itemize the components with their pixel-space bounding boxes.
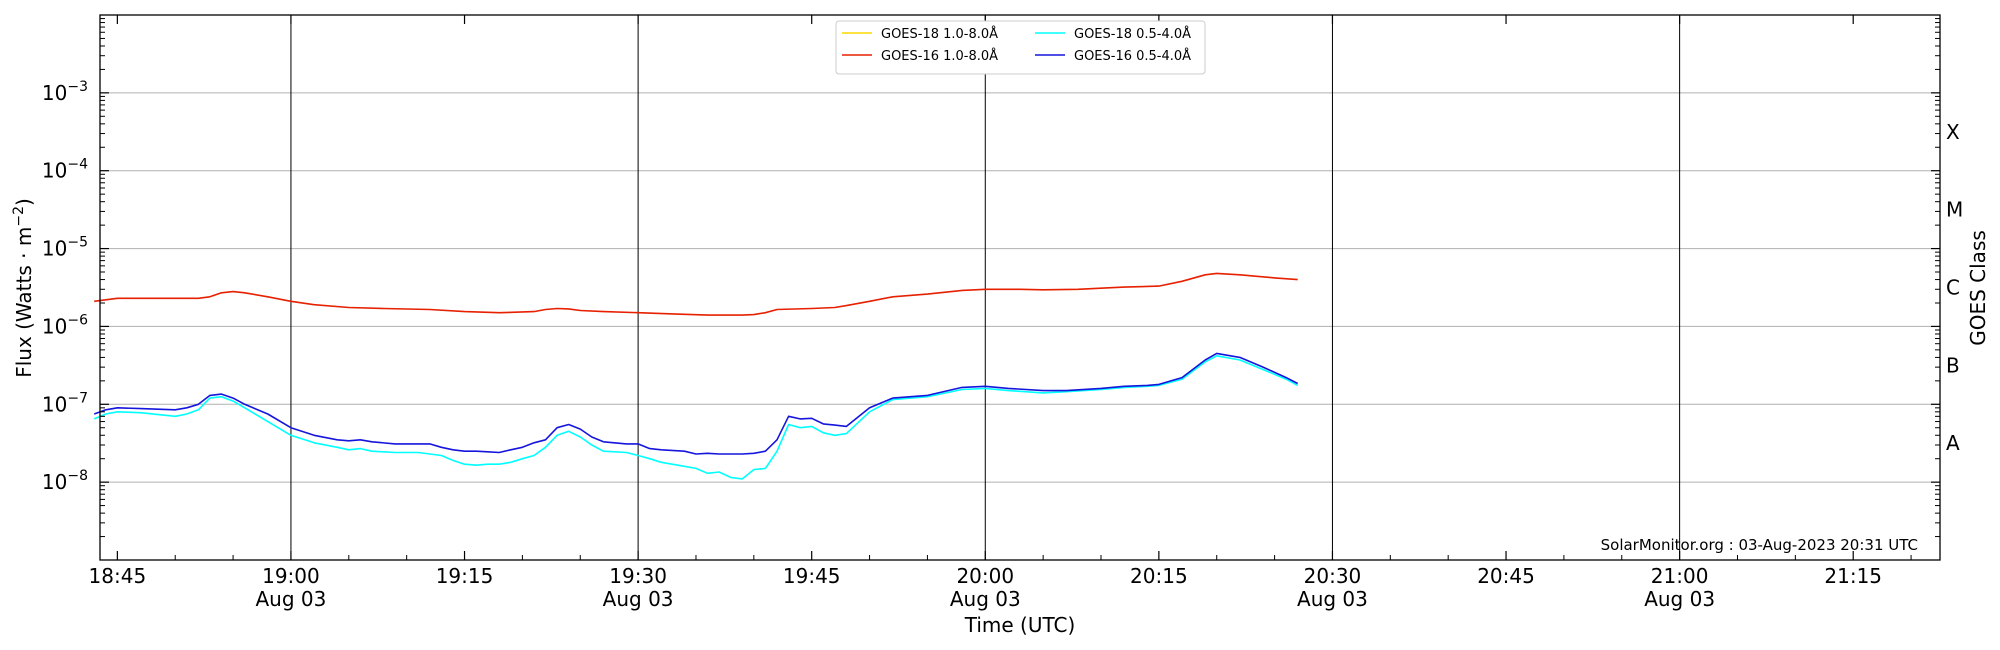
- x-tick-date-label: Aug 03: [256, 587, 327, 611]
- legend-box: [835, 20, 1206, 75]
- y-tick-label: 10−5: [42, 235, 88, 261]
- x-tick-label: 18:45: [89, 564, 147, 588]
- x-tick-label: 19:30: [609, 564, 667, 588]
- legend-label: GOES-16 0.5-4.0Å: [1074, 48, 1191, 64]
- legend-label: GOES-18 1.0-8.0Å: [881, 26, 998, 42]
- goes-class-A: A: [1946, 431, 1960, 455]
- x-tick-label: 20:30: [1304, 564, 1362, 588]
- grid: [100, 15, 1940, 560]
- y-tick-exponent: −8: [67, 468, 88, 484]
- x-tick-label: 20:15: [1130, 564, 1188, 588]
- legend-label: GOES-18 0.5-4.0Å: [1074, 26, 1191, 42]
- x-tick-date-label: Aug 03: [1297, 587, 1368, 611]
- x-axis-label: Time (UTC): [964, 613, 1076, 637]
- x-tick-label: 20:00: [956, 564, 1014, 588]
- y-tick-label: 10−4: [42, 157, 88, 183]
- y-axis-label: Flux (Watts · m−2): [11, 198, 36, 378]
- goes-class-labels: A B C M X: [1946, 120, 1963, 455]
- goes-class-M: M: [1946, 198, 1963, 222]
- x-tick-label: 20:45: [1477, 564, 1535, 588]
- plot-background: [100, 15, 1940, 560]
- axis-ticks: [100, 15, 1940, 560]
- y-tick-exponent: −7: [67, 390, 88, 406]
- y-tick-labels: 10−8 10−7 10−6 10−5 10−4 10−3: [42, 79, 88, 494]
- legend: GOES-18 1.0-8.0Å GOES-16 1.0-8.0Å GOES-18 …: [835, 20, 1206, 75]
- x-tick-date-label: Aug 03: [603, 587, 674, 611]
- right-axis-label: GOES Class: [1966, 230, 1990, 346]
- plot-frame: [99, 14, 1941, 561]
- x-tick-label: 19:45: [783, 564, 841, 588]
- goes-class-B: B: [1946, 353, 1960, 377]
- x-tick-label: 19:15: [436, 564, 494, 588]
- x-tick-label: 19:00: [262, 564, 320, 588]
- series-line: [93, 352, 1299, 455]
- y-tick-exponent: −5: [67, 235, 88, 251]
- y-tick-label: 10−3: [42, 79, 88, 105]
- series-lines: [93, 272, 1299, 480]
- x-tick-label: 21:15: [1824, 564, 1882, 588]
- series-line: [93, 354, 1299, 480]
- goes-class-C: C: [1946, 276, 1960, 300]
- x-tick-label: 21:00: [1651, 564, 1709, 588]
- legend-entries: GOES-18 1.0-8.0Å GOES-16 1.0-8.0Å GOES-18 …: [842, 26, 1191, 64]
- y-tick-exponent: −6: [67, 312, 88, 328]
- y-tick-exponent: −4: [67, 157, 88, 173]
- x-tick-date-label: Aug 03: [1644, 587, 1715, 611]
- series-line: [94, 272, 1298, 316]
- credit-text: SolarMonitor.org : 03-Aug-2023 20:31 UTC: [1601, 536, 1918, 554]
- y-tick-label: 10−7: [42, 390, 88, 416]
- legend-label: GOES-16 1.0-8.0Å: [881, 48, 998, 64]
- y-tick-label: 10−8: [42, 468, 88, 494]
- y-tick-exponent: −3: [67, 79, 88, 95]
- goes-class-X: X: [1946, 120, 1960, 144]
- x-tick-date-label: Aug 03: [950, 587, 1021, 611]
- y-tick-label: 10−6: [42, 312, 88, 338]
